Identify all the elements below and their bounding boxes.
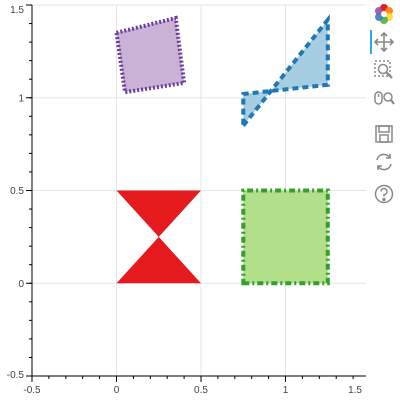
save-icon[interactable] [372, 122, 396, 146]
y-tick-label-0: -0.5 [7, 370, 25, 381]
x-tick-label-2: 0.5 [194, 385, 208, 396]
polygon-butterfly [241, 14, 330, 132]
polygon-layer [114, 14, 330, 286]
y-tick-label-4: 1.5 [10, 5, 24, 16]
polygon-plot[interactable]: -0.5 0 0.5 1 1.5 -0.5 0 0.5 1 1.5 [0, 0, 366, 400]
box-zoom-icon[interactable] [372, 58, 396, 82]
y-tick-label-1: 0 [18, 279, 24, 290]
polygon-square [241, 188, 330, 286]
polygon-quad [114, 15, 187, 95]
polygon-bowtie [116, 190, 201, 284]
y-tick-label-2: 0.5 [10, 186, 24, 197]
help-icon[interactable] [372, 182, 396, 206]
x-tick-label-4: 1.5 [348, 385, 362, 396]
active-tool-indicator [370, 30, 372, 54]
x-tick-label-3: 1 [283, 385, 289, 396]
x-tick-label-0: -0.5 [23, 385, 41, 396]
pan-icon[interactable] [372, 30, 396, 54]
reset-icon[interactable] [372, 150, 396, 174]
x-tick-label-1: 0 [114, 385, 120, 396]
bokeh-logo-icon [372, 2, 396, 26]
toolbar [366, 0, 400, 220]
axes: -0.5 0 0.5 1 1.5 -0.5 0 0.5 1 1.5 [7, 4, 366, 396]
y-tick-label-3: 1 [18, 93, 24, 104]
wheel-zoom-icon[interactable] [372, 86, 396, 110]
